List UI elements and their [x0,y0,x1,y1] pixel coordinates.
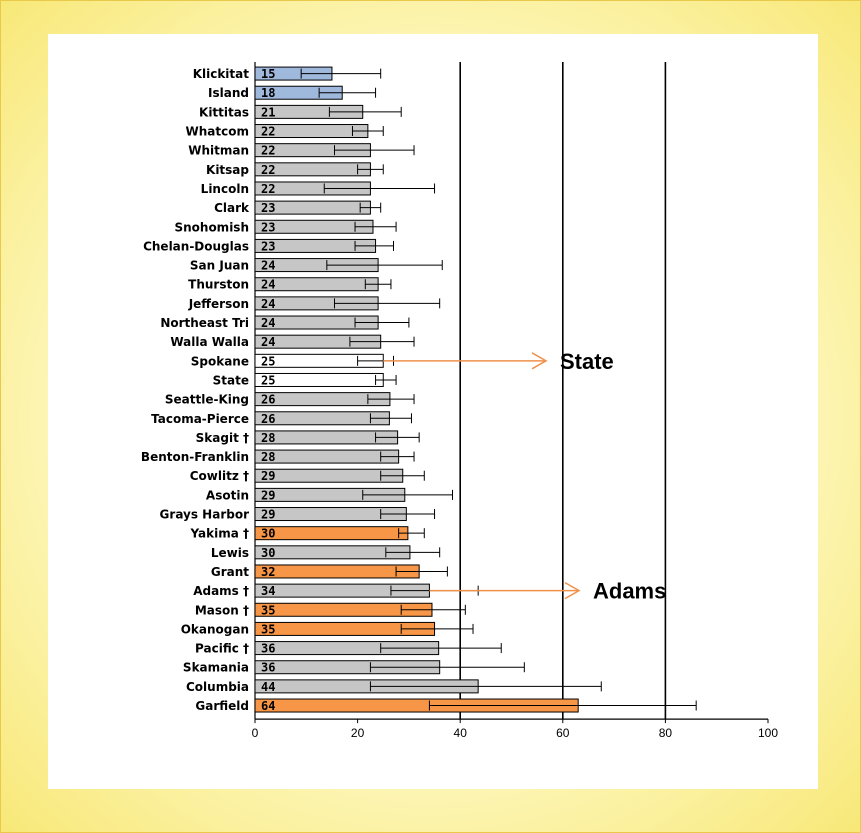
value-label: 24 [261,316,275,330]
annotation-arrow-head [564,581,581,600]
bar [254,564,420,579]
category-label: Walla Walla [170,335,249,349]
category-label: Skagit † [196,431,249,445]
value-label: 29 [261,469,275,483]
category-label: San Juan [190,259,249,273]
value-label: 30 [261,546,275,560]
category-label: Benton-Franklin [141,450,249,464]
value-label: 21 [261,105,275,119]
value-label: 44 [261,680,275,694]
category-label: Tacoma-Pierce [151,412,249,426]
category-label: Okanogan [181,622,249,636]
value-label: 35 [261,603,275,617]
category-label: Lincoln [201,182,249,196]
category-label: Columbia [186,680,249,694]
category-label: Snohomish [174,220,249,234]
category-label: Island [208,86,249,100]
category-label: Klickitat [193,67,250,81]
value-label: 25 [261,373,275,387]
value-label: 24 [261,335,275,349]
value-label: 26 [261,393,275,407]
category-label: Kitsap [206,163,249,177]
value-label: 22 [261,182,275,196]
value-label: 25 [261,354,275,368]
category-label: Thurston [188,278,249,292]
value-label: 34 [261,584,275,598]
value-label: 24 [261,259,275,273]
x-tick-label: 80 [659,726,673,740]
value-label: 24 [261,278,275,292]
x-tick-label: 20 [351,726,365,740]
bar-chart: Klickitat 15 Island 18 Kittitas 21 Whatcom 22 Wh… [141,62,778,740]
value-label: 35 [261,622,275,636]
value-label: 36 [261,661,275,675]
value-label: 32 [261,565,275,579]
value-label: 24 [261,297,275,311]
value-label: 22 [261,163,275,177]
category-label: Garfield [195,699,249,713]
category-label: Grant [211,565,249,579]
bar [254,449,400,464]
category-label: Mason † [195,603,249,617]
value-label: 30 [261,527,275,541]
value-label: 22 [261,125,275,139]
annotation-arrow-head [531,352,548,370]
value-label: 64 [261,699,275,713]
category-label: Jefferson [188,297,249,311]
category-label: Chelan-Douglas [143,239,249,253]
category-label: Seattle-King [165,393,249,407]
value-label: 28 [261,431,275,445]
category-label: Adams † [193,584,249,598]
value-label: 18 [261,86,275,100]
category-label: Yakima † [189,527,249,541]
category-label: Whitman [188,144,249,158]
category-label: Lewis [211,546,249,560]
value-label: 29 [261,488,275,502]
chart-panel: Klickitat 15 Island 18 Kittitas 21 Whatcom 22 Wh… [48,34,818,789]
category-label: Cowlitz † [190,469,249,483]
category-label: Asotin [206,488,249,502]
x-tick-label: 60 [556,726,570,740]
x-tick-label: 40 [454,726,468,740]
category-label: Kittitas [199,105,249,119]
value-label: 15 [261,67,275,81]
category-label: Pacific † [195,642,249,656]
value-label: 22 [261,144,275,158]
value-label: 29 [261,508,275,522]
value-label: 28 [261,450,275,464]
category-label: Skamania [183,661,249,675]
value-label: 23 [261,201,275,215]
bar [254,526,409,541]
category-label: State [213,373,249,387]
value-label: 23 [261,239,275,253]
category-label: Northeast Tri [160,316,249,330]
value-label: 23 [261,220,275,234]
x-tick-label: 100 [758,726,778,740]
category-label: Whatcom [186,125,249,139]
x-tick-label: 0 [252,726,259,740]
category-label: Spokane [191,354,249,368]
annotation-label: State [560,349,614,374]
value-label: 36 [261,642,275,656]
category-label: Grays Harbor [160,508,250,522]
annotation-label: Adams [593,579,666,604]
category-label: Clark [214,201,250,215]
value-label: 26 [261,412,275,426]
